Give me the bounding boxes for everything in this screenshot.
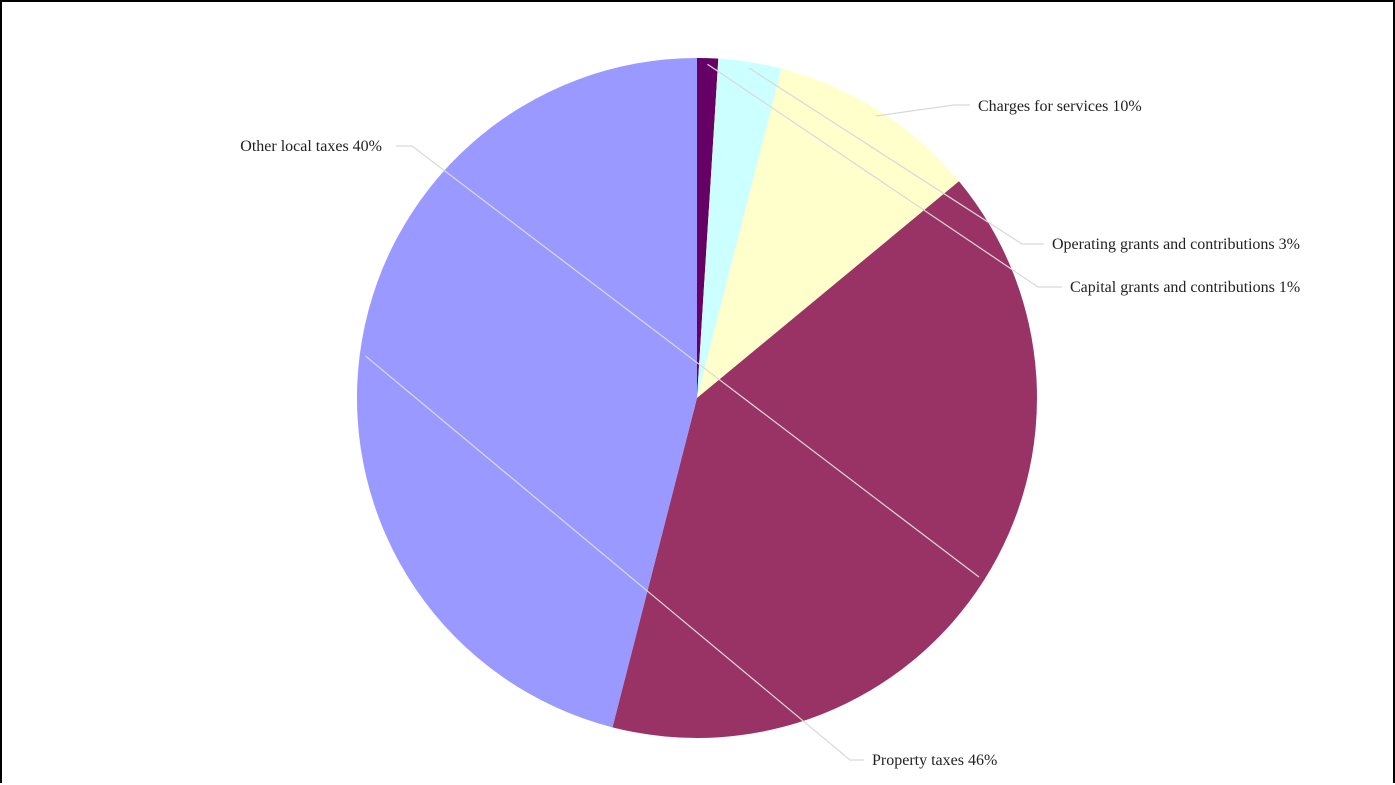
pie-slices: [356, 57, 1037, 738]
slice-label: Operating grants and contributions 3%: [1052, 236, 1300, 253]
leader-line: [707, 63, 1062, 288]
pie-slice-capital-grants-and-contributions: [697, 57, 719, 398]
slice-label: Capital grants and contributions 1%: [1070, 279, 1300, 296]
leader-line: [748, 67, 1044, 245]
slice-label: Other local taxes 40%: [240, 138, 382, 155]
leader-lines: [365, 63, 1062, 761]
pie-slice-operating-grants-and-contributions: [697, 58, 782, 399]
leader-line: [396, 145, 980, 578]
pie-slice-charges-for-services: [697, 68, 959, 399]
pie-slice-property-taxes: [356, 58, 697, 728]
slice-label: Property taxes 46%: [872, 752, 997, 769]
slice-labels: Capital grants and contributions 1% Opera…: [240, 98, 1300, 769]
leader-line: [365, 355, 864, 761]
leader-line: [875, 104, 970, 117]
slice-label: Charges for services 10%: [978, 98, 1142, 115]
